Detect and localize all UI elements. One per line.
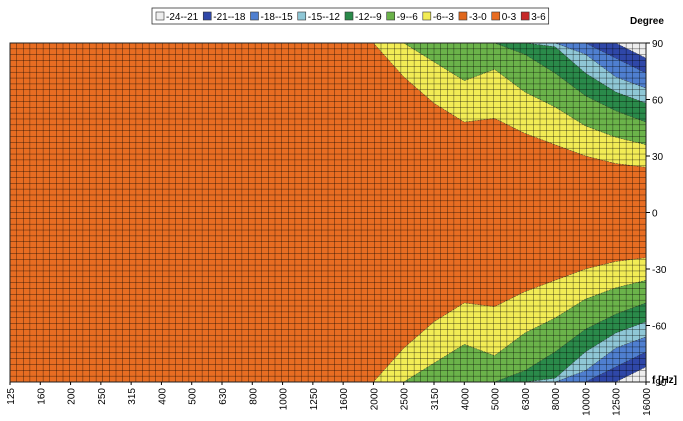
legend-label: 3-6 bbox=[531, 12, 546, 23]
legend-swatch bbox=[250, 11, 259, 21]
x-tick-label: 315 bbox=[127, 388, 138, 405]
x-tick-label: 800 bbox=[248, 388, 259, 405]
y-tick-label: 30 bbox=[652, 152, 664, 163]
x-tick-label: 500 bbox=[188, 388, 199, 405]
x-tick-label: 400 bbox=[157, 388, 168, 405]
legend-swatch bbox=[422, 11, 432, 21]
y-tick-label: 60 bbox=[652, 96, 664, 107]
x-tick-label: 200 bbox=[67, 388, 78, 405]
legend-swatch bbox=[297, 11, 307, 21]
legend-label: -18--15 bbox=[261, 12, 294, 23]
legend-swatch bbox=[520, 11, 530, 21]
legend: -24--21 -21--18 -18--15 -15--12 -12--9 -9--6 -… bbox=[151, 7, 550, 25]
legend-label: -21--18 bbox=[213, 12, 246, 23]
legend-swatch bbox=[202, 11, 212, 21]
x-tick-label: 5000 bbox=[491, 388, 502, 411]
x-tick-label: 2500 bbox=[400, 388, 411, 411]
legend-swatch bbox=[386, 11, 395, 21]
x-tick-label: 125 bbox=[6, 388, 17, 405]
legend-label: 0-3 bbox=[502, 12, 517, 23]
legend-swatch bbox=[491, 11, 501, 21]
y-tick-label: 0 bbox=[652, 209, 658, 220]
x-tick-label: 250 bbox=[97, 388, 108, 405]
x-tick-label: 630 bbox=[218, 388, 229, 405]
legend-label: -12--9 bbox=[355, 12, 382, 23]
legend-label: -6--3 bbox=[433, 12, 455, 23]
x-axis: 125 160 200 250 315 400 500 630 800 1000 1250 1600 2… bbox=[6, 382, 653, 416]
x-tick-label: 16000 bbox=[642, 388, 653, 416]
x-axis-title: f [Hz] bbox=[652, 375, 677, 386]
x-tick-label: 160 bbox=[36, 388, 47, 405]
x-tick-label: 12500 bbox=[612, 388, 623, 416]
x-tick-label: 1600 bbox=[339, 388, 350, 411]
grid bbox=[9, 42, 647, 383]
y-tick-label: 90 bbox=[652, 39, 664, 50]
y-axis-title: Degree bbox=[630, 16, 664, 27]
legend-frame bbox=[151, 7, 550, 25]
y-axis: 90 60 30 0 -30 -60 -90 bbox=[646, 39, 667, 389]
x-tick-label: 8000 bbox=[551, 388, 562, 411]
y-tick-label: -60 bbox=[652, 322, 667, 333]
x-tick-label: 4000 bbox=[460, 388, 471, 411]
y-tick-label: -30 bbox=[652, 265, 667, 276]
legend-swatch bbox=[344, 11, 354, 21]
x-tick-label: 2000 bbox=[369, 388, 380, 411]
plot-area bbox=[9, 42, 647, 383]
x-tick-label: 6300 bbox=[521, 388, 532, 411]
legend-swatch bbox=[458, 11, 468, 21]
legend-label: -15--12 bbox=[308, 12, 341, 23]
y-tick-label: -90 bbox=[652, 378, 667, 389]
x-tick-label: 10000 bbox=[581, 388, 592, 416]
legend-label: -3-0 bbox=[469, 12, 487, 23]
x-tick-label: 1250 bbox=[309, 388, 320, 411]
x-tick-label: 3150 bbox=[430, 388, 441, 411]
x-tick-label: 1000 bbox=[279, 388, 290, 411]
legend-swatch bbox=[155, 11, 165, 21]
legend-label: -9--6 bbox=[397, 12, 419, 23]
legend-label: -24--21 bbox=[166, 12, 199, 23]
